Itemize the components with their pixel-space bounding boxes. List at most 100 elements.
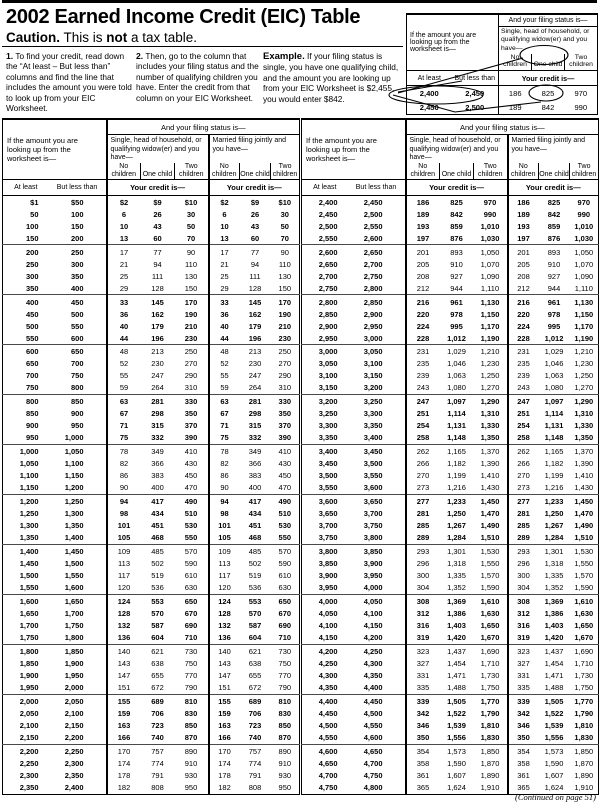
credit-cell: 1,290 [569, 394, 599, 409]
credit-cell: $10 [278, 197, 292, 207]
amount-cell: 1,650 [19, 609, 39, 619]
amount-cell: 2,600 [301, 244, 348, 259]
credit-cell: 621 [140, 643, 175, 658]
amount-cell: 3,500 [363, 459, 383, 469]
credit-cell: 90 [270, 244, 300, 259]
credit-cell: 1,870 [480, 758, 500, 768]
credit-cell: 1,430 [574, 483, 594, 493]
credit-cell: 17 [207, 244, 240, 259]
amount-cell: 3,600 [363, 483, 383, 493]
credit-cell: 251 [404, 408, 440, 421]
credit-cell: 90 [207, 482, 240, 495]
table-row: 150 200 13 60 70 13 60 70 [3, 232, 300, 245]
table-row: 1,000 1,050 78 349 410 78 349 410 [2, 444, 300, 459]
table-row: 2,100 2,150 163 723 850 163 723 850 [3, 719, 300, 732]
amount-cell: 500 [25, 321, 39, 331]
amount-cell: 200 [2, 244, 49, 259]
amount-cell: 2,800 [301, 294, 348, 309]
amount-cell: 2,100 [64, 709, 84, 719]
amount-cell: 3,750 [318, 533, 338, 543]
amount-cell: 100 [71, 209, 84, 219]
credit-cell: 285 [506, 519, 539, 532]
credit-cell: 281 [140, 394, 175, 409]
amount-cell: 2,250 [19, 758, 39, 768]
credit-cell: 1,454 [544, 659, 564, 669]
amount-cell: 1,650 [48, 593, 107, 608]
credit-cell: 1,250 [574, 371, 594, 381]
amount-cell: 4,350 [363, 671, 383, 681]
credit-cell: 1,114 [447, 409, 466, 419]
credit-cell: 1,010 [480, 221, 500, 231]
amount-cell: 1,350 [19, 533, 39, 543]
amount-cell: 4,200 [363, 633, 383, 643]
credit-cell: 890 [270, 743, 300, 758]
amount-cell: 3,000 [363, 333, 383, 343]
amount-cell: 2,450 [419, 102, 439, 112]
credit-cell: 485 [239, 543, 271, 558]
table-row: 3,100 3,150 239 1,063 1,250 239 1,063 1,250 [302, 370, 599, 383]
example-at-least-header: At least [406, 70, 452, 87]
credit-cell: 196 [248, 333, 262, 343]
credit-cell: 25 [105, 270, 141, 283]
credit-cell: 502 [151, 559, 164, 569]
amount-cell: 4,050 [347, 593, 406, 608]
credit-cell: 927 [450, 271, 463, 281]
instruction-1-text: To find your credit, read down the “At l… [6, 51, 132, 114]
credit-cell: 825 [547, 197, 561, 207]
credit-cell: 365 [404, 781, 440, 795]
credit-cell: 1,063 [447, 371, 466, 381]
amount-cell: 2,850 [347, 294, 406, 309]
credit-cell: 978 [450, 309, 463, 319]
table-row: 1,400 1,450 109 485 570 109 485 570 [2, 543, 300, 558]
table-row: 2,050 2,100 159 706 830 159 706 830 [3, 707, 300, 720]
credit-cell: 1,505 [538, 693, 570, 708]
credit-cell: 300 [506, 569, 539, 582]
amount-cell: 650 [25, 359, 39, 369]
at-least-header: At least [301, 179, 348, 197]
credit-cell: 182 [207, 781, 240, 795]
credit-cell: 706 [248, 709, 262, 719]
amount-cell: 4,550 [318, 733, 338, 742]
credit-cell: 132 [207, 619, 240, 632]
credit-cell: 1,369 [439, 593, 474, 608]
credit-cell: 298 [151, 409, 164, 419]
credit-cell: 70 [186, 233, 196, 243]
amount-cell: 1,800 [64, 633, 84, 643]
credit-cell: 1,012 [447, 333, 466, 343]
caution-text-end: a tax table. [127, 30, 198, 45]
credit-cell: 1,335 [447, 571, 466, 581]
credit-cell: 1,182 [447, 459, 466, 469]
example-paragraph: Example. If your filing status is single… [263, 51, 403, 104]
amount-cell: 2,300 [19, 770, 39, 780]
table-row: 1,900 1,950 147 655 770 147 655 770 [3, 669, 300, 682]
credit-cell: 1,750 [480, 683, 500, 693]
credit-cell: 630 [184, 583, 198, 593]
amount-cell: 800 [2, 394, 49, 409]
credit-cell: 655 [151, 671, 164, 681]
credit-cell: 327 [404, 657, 440, 670]
credit-cell: 78 [105, 444, 141, 459]
credit-cell: 1,624 [544, 782, 564, 792]
credit-cell: 230 [278, 333, 292, 343]
credit-cell: 1,148 [544, 433, 564, 443]
amount-cell: 550 [71, 321, 84, 331]
credit-cell: 94 [105, 493, 141, 508]
credit-cell: 710 [184, 633, 198, 643]
credit-cell: 296 [506, 557, 539, 570]
credit-cell: 315 [151, 421, 164, 431]
credit-cell: 530 [184, 521, 198, 531]
credit-cell: 1,437 [439, 643, 474, 658]
table-row: 2,550 2,600 197 876 1,030 197 876 1,030 [302, 232, 599, 245]
credit-cell: 1,420 [544, 633, 564, 643]
amount-cell: 3,800 [301, 543, 348, 558]
table-row: 4,000 4,050 308 1,369 1,610 308 1,369 1,610 [301, 593, 599, 608]
amount-cell: 2,450 [318, 209, 338, 219]
credit-cell: 349 [140, 444, 175, 459]
table-row: 3,850 3,900 296 1,318 1,550 296 1,318 1,550 [302, 557, 599, 570]
credit-cell: 604 [151, 633, 164, 643]
lookup-header: If the amount you are looking up from th… [301, 119, 407, 180]
credit-header: Your credit is— [207, 179, 300, 197]
credit-cell: 163 [105, 719, 141, 732]
credit-cell: 757 [239, 743, 271, 758]
credit-cell: 342 [506, 707, 539, 720]
